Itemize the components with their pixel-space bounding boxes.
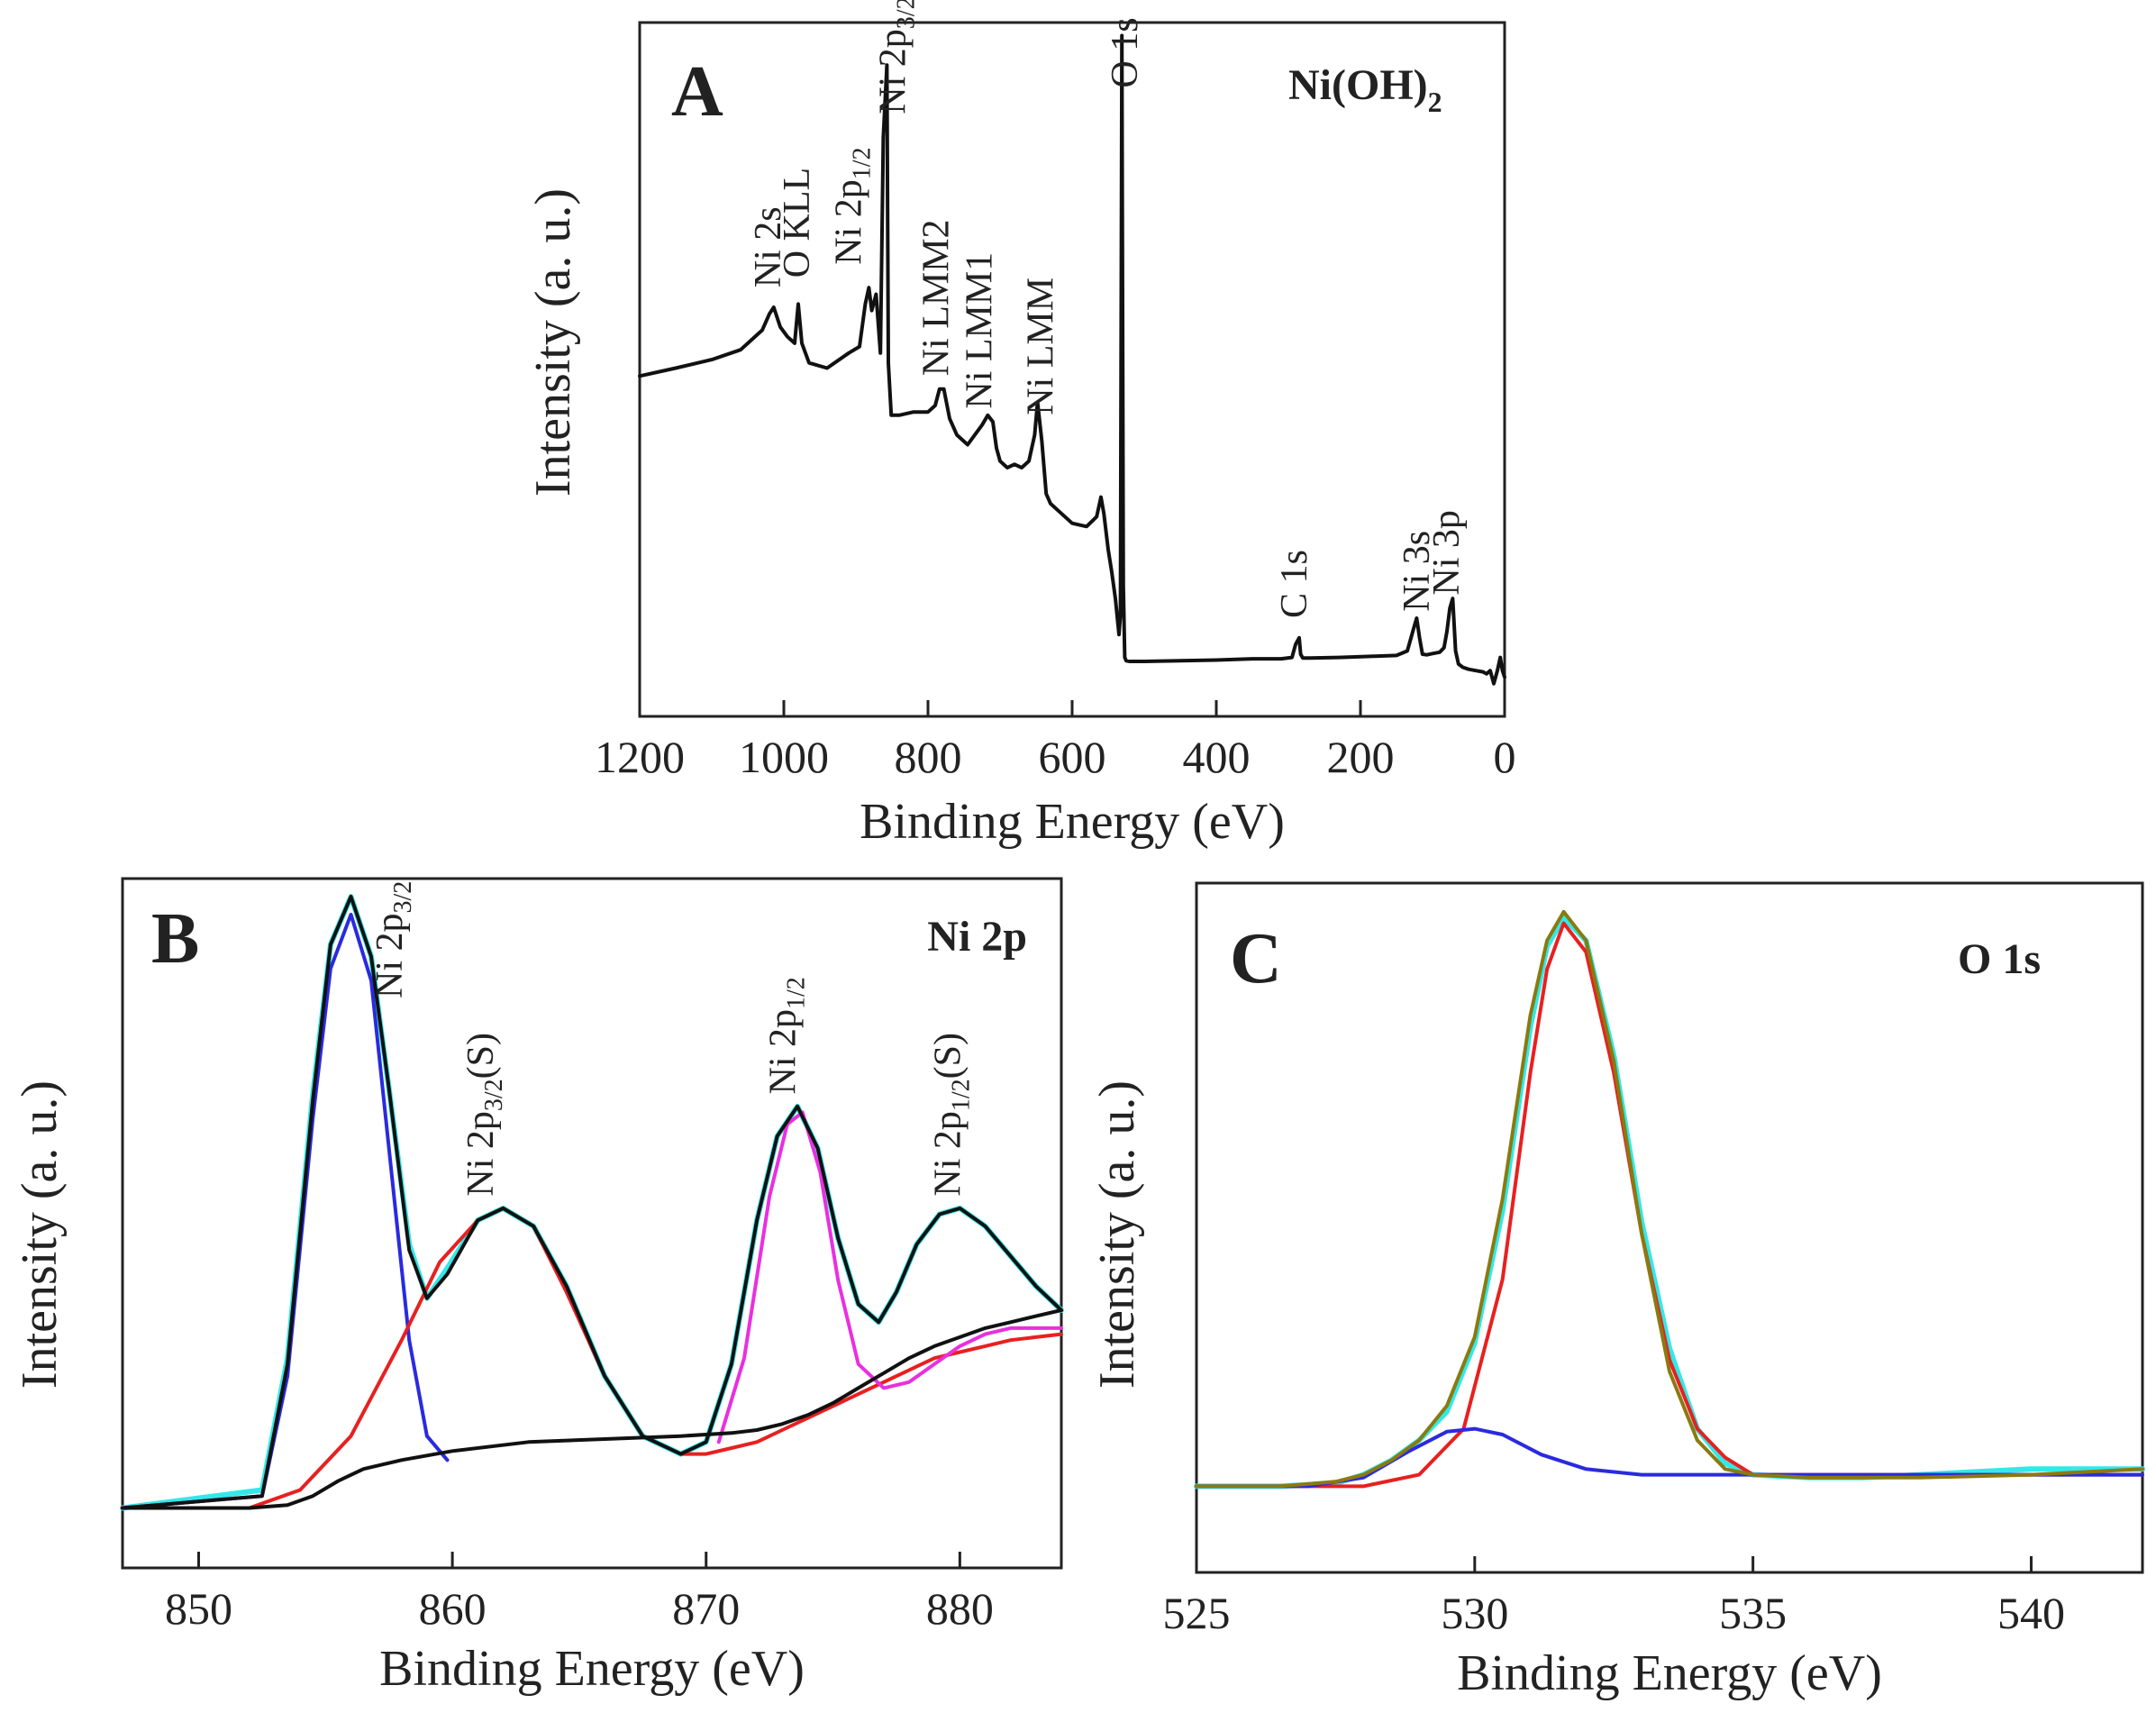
panel-b-x-ticks: 850 860 870 880 — [165, 1552, 994, 1634]
panel-a-peak-label: Ni LMM1 — [959, 252, 1000, 409]
panel-a-peak-label: Ni LMM2 — [915, 219, 957, 376]
panel-a-plot-frame — [638, 21, 1506, 718]
panel-b-series-background — [121, 1308, 1063, 1510]
panel-b-peak-label: Ni 2p3/2 — [369, 881, 417, 998]
panel-a-x-ticks: 1200 1000 800 600 400 200 0 — [595, 700, 1516, 782]
panel-b-series-ni-2p3-2-component — [121, 912, 450, 1510]
panel-c-x-tick-label: 535 — [1719, 1588, 1787, 1638]
panel-a-peak-label: C 1s — [1274, 550, 1315, 618]
panel-c-x-tick-label: 525 — [1163, 1588, 1231, 1638]
panel-c-plot-frame — [1195, 881, 2144, 1574]
panel-a-peak-labels: Ni 2sO KLL Ni 2p1/2 Ni 2p3/2 Ni LMM2 Ni LMM1… — [748, 0, 1468, 618]
panel-a-x-tick-label: 0 — [1494, 732, 1516, 782]
panel-b-title: Ni 2p — [927, 913, 1027, 961]
panel-a-peak-label: O KLL — [777, 168, 818, 278]
panel-b-series-experimental — [120, 894, 1064, 1511]
panel-a-x-tick-label: 1200 — [595, 732, 685, 782]
panel-b-letter: B — [151, 899, 199, 979]
panel-b-x-axis-label: Binding Energy (eV) — [379, 1641, 805, 1697]
panel-c-series-component-1 — [1195, 921, 2144, 1489]
panel-a-survey-chart: 1200 1000 800 600 400 200 0 Ni 2sO KLL Ni 2p1/2… — [525, 0, 1516, 850]
panel-a-x-tick-label: 800 — [895, 732, 962, 782]
panel-c-series-component-2 — [1195, 1426, 2144, 1489]
panel-a-peak-label: Ni 3s — [1396, 531, 1438, 612]
panel-a-title: Ni(OH)2 — [1288, 61, 1442, 118]
panel-c-o1s-chart: 525 530 535 540 C O 1s Binding Energy (eV) … — [1089, 881, 2145, 1701]
panel-a-peak-label: Ni 3p — [1426, 510, 1468, 596]
panel-a-series-survey — [638, 33, 1506, 686]
panel-a-letter: A — [671, 52, 723, 132]
panel-c-letter: C — [1230, 919, 1282, 998]
panel-c-series-experimental — [1194, 915, 2145, 1490]
panel-c-series-fit-envelope — [1195, 909, 2144, 1489]
panel-c-x-ticks: 525 530 535 540 — [1163, 1556, 2065, 1638]
panel-a-x-axis-label: Binding Energy (eV) — [860, 794, 1285, 850]
panel-b-peak-label: Ni 2p1/2 — [762, 977, 810, 1094]
panel-b-series-ni-2p1-2-component — [716, 1110, 1063, 1444]
panel-b-peak-label: Ni 2p1/2(S) — [927, 1033, 975, 1197]
panel-a-peak-label: Ni LMM — [1020, 278, 1061, 415]
panel-b-x-tick-label: 860 — [419, 1583, 487, 1634]
panel-c-title: O 1s — [1958, 935, 2041, 983]
panel-a-peak-label: O 1s — [1105, 17, 1146, 87]
panel-b-series-ni-2p3-2-satellite — [121, 1206, 1063, 1510]
panel-a-curves — [638, 33, 1506, 686]
panel-c-x-tick-label: 530 — [1441, 1588, 1508, 1638]
panel-a-peak-label: Ni 2s — [748, 206, 789, 287]
panel-a-peak-label: Ni 2p3/2 — [872, 0, 920, 114]
panel-c-y-axis-label: Intensity (a. u.) — [1089, 1080, 1145, 1389]
panel-b-x-tick-label: 870 — [672, 1583, 740, 1634]
panel-a-peak-label: Ni 2p1/2 — [829, 148, 877, 265]
panel-b-plot-frame — [121, 877, 1063, 1570]
panel-a-x-tick-label: 400 — [1183, 732, 1251, 782]
panel-b-peak-labels: Ni 2p3/2 Ni 2p3/2(S) Ni 2p1/2 Ni 2p1/2(S) — [369, 881, 976, 1197]
panel-b-x-tick-label: 880 — [926, 1583, 994, 1634]
panel-b-peak-label: Ni 2p3/2(S) — [460, 1033, 508, 1197]
panel-c-curves — [1194, 909, 2145, 1490]
panel-c-x-axis-label: Binding Energy (eV) — [1457, 1645, 1882, 1701]
panel-b-ni2p-chart: 850 860 870 880 Ni 2p3/2 Ni 2p3/2(S) Ni 2p1/2… — [12, 877, 1064, 1697]
panel-b-series-fit-envelope — [121, 895, 1063, 1510]
panel-a-y-axis-label: Intensity (a. u.) — [525, 188, 581, 497]
panel-b-y-axis-label: Intensity (a. u.) — [12, 1080, 68, 1389]
panel-c-x-tick-label: 540 — [1997, 1588, 2065, 1638]
panel-b-x-tick-label: 850 — [165, 1583, 232, 1634]
panel-a-x-tick-label: 1000 — [739, 732, 829, 782]
panel-a-x-tick-label: 200 — [1327, 732, 1395, 782]
panel-a-x-tick-label: 600 — [1039, 732, 1106, 782]
panel-b-curves — [120, 894, 1064, 1511]
